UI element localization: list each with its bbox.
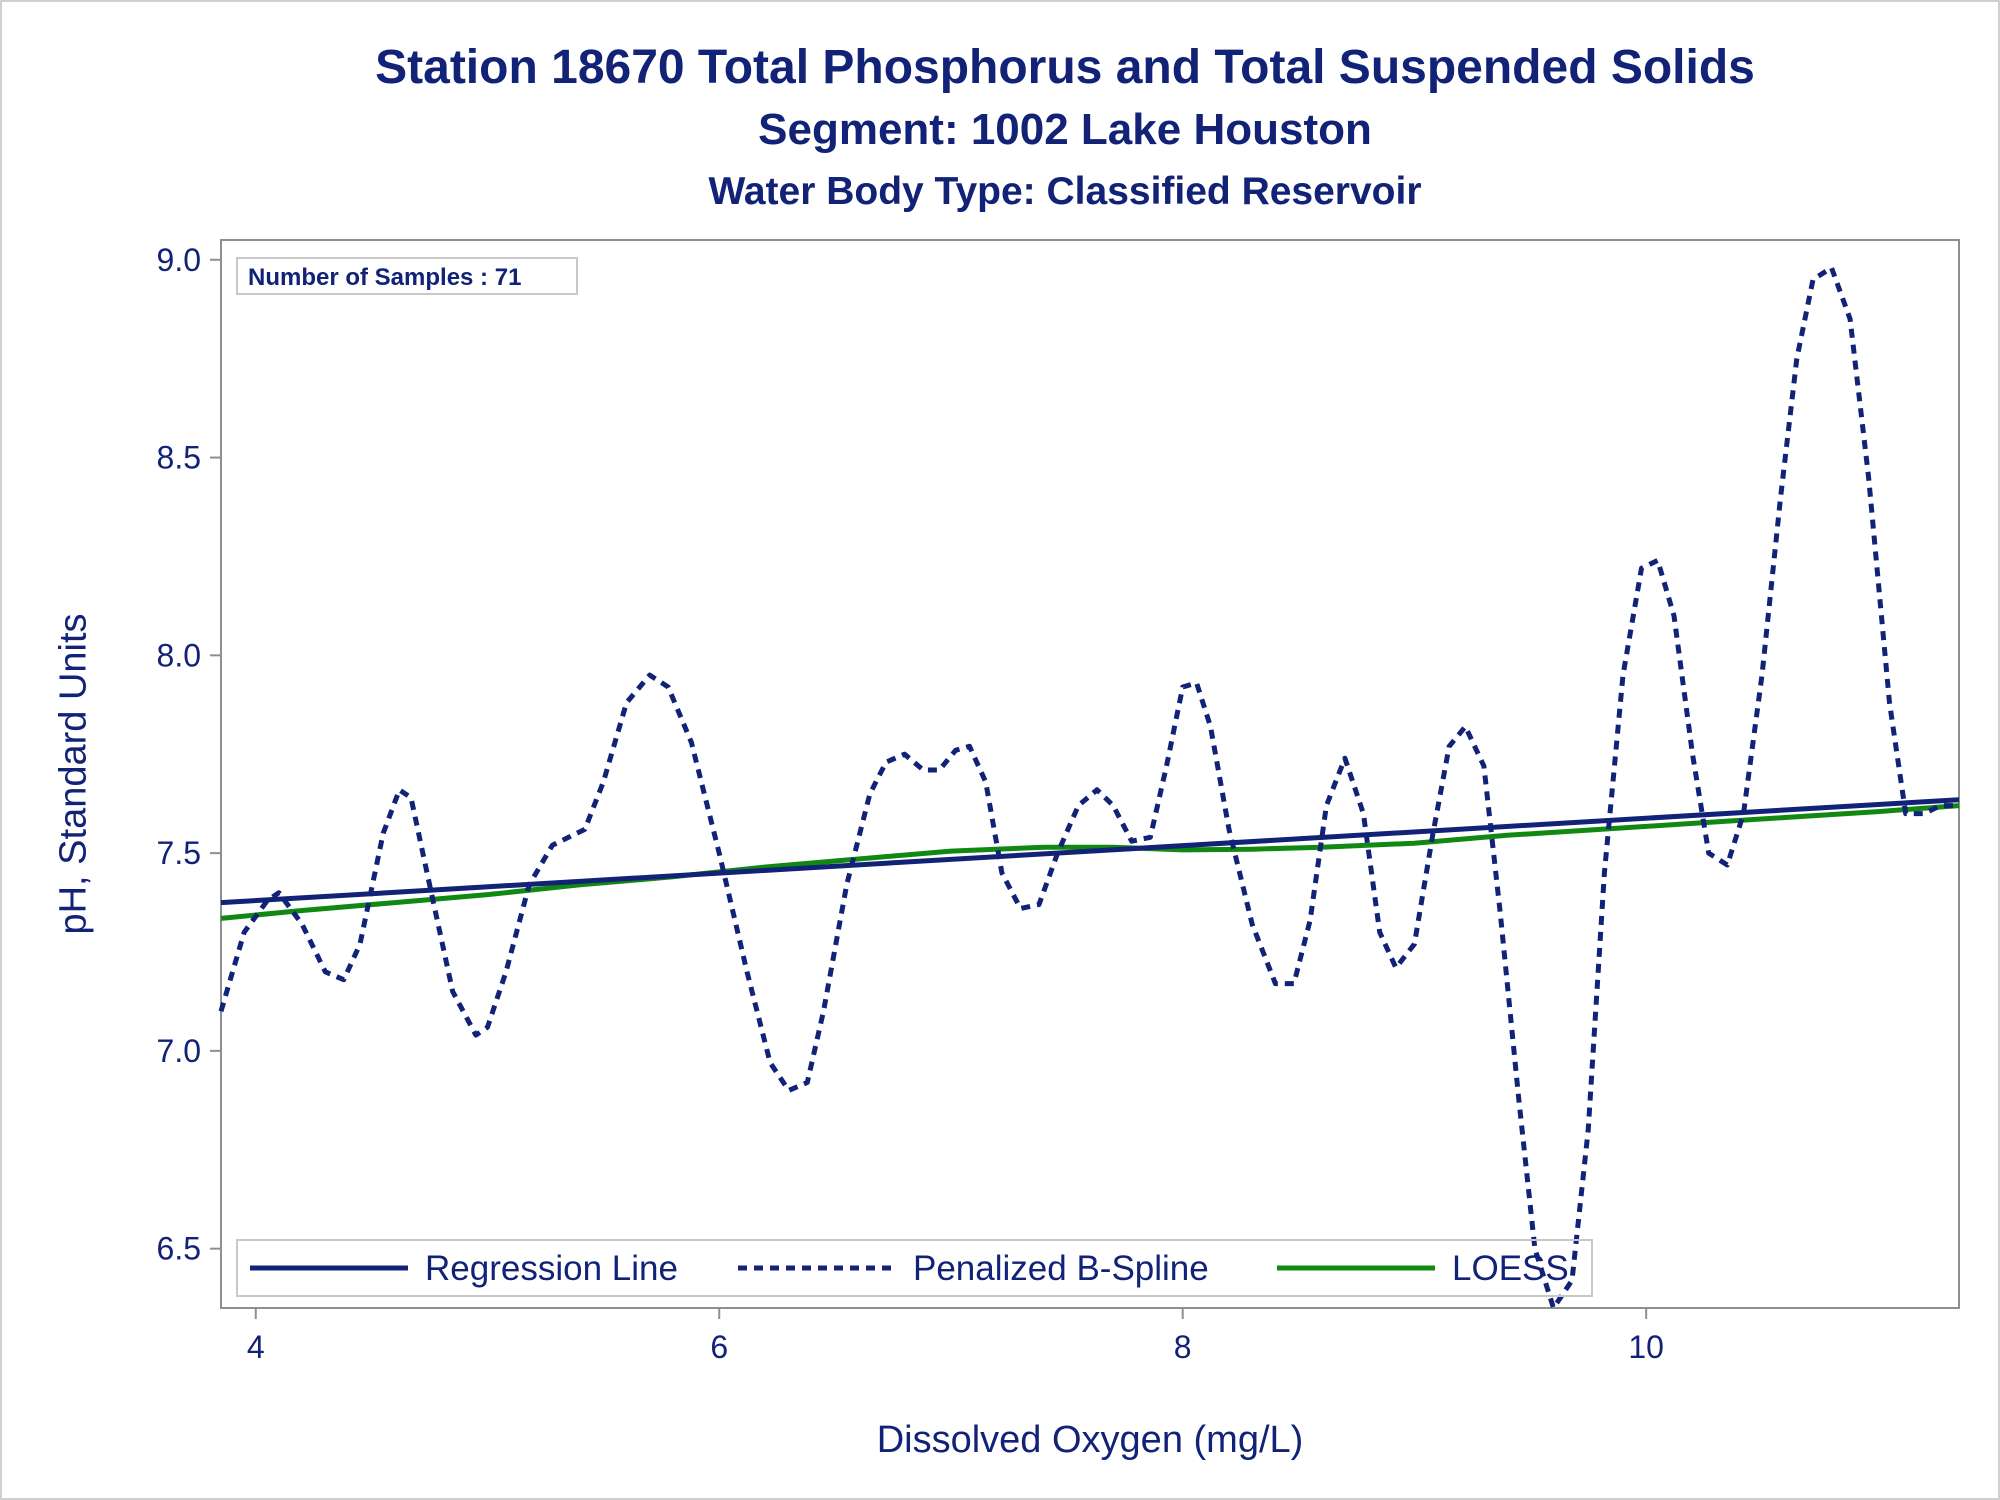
legend-frame: [236, 1239, 1593, 1297]
y-tick-label: 6.5: [157, 1231, 201, 1267]
chart-subtitle-2: Water Body Type: Classified Reservoir: [708, 170, 1422, 213]
chart-title: Station 18670 Total Phosphorus and Total…: [375, 41, 1755, 94]
x-axis-label: Dissolved Oxygen (mg/L): [877, 1419, 1304, 1461]
series-line-regression-line: [220, 797, 1960, 906]
y-tick-label: 8.5: [157, 440, 201, 476]
series-layer: [218, 265, 1960, 1311]
y-tick-label: 7.5: [157, 835, 201, 871]
x-tick-label: 4: [247, 1329, 265, 1365]
y-axis-label: pH, Standard Units: [52, 613, 94, 934]
series-line-loess: [220, 803, 1960, 921]
plot-area: [220, 239, 1960, 1309]
x-tick-label: 10: [1628, 1329, 1664, 1365]
y-tick-label: 9.0: [157, 242, 201, 278]
y-axis: 6.5 7.0 7.5 8.0 8.5 9.0: [157, 242, 221, 1267]
legend: Regression Line Penalized B-Spline LOESS: [236, 1239, 1593, 1297]
sample-count-box: Number of Samples : 71: [236, 257, 578, 295]
chart-subtitle: Segment: 1002 Lake Houston: [758, 105, 1372, 154]
series-line-penalized-b-spline: [218, 265, 1959, 1311]
sample-count-label: Number of Samples : 71: [248, 264, 521, 291]
y-tick-label: 7.0: [157, 1033, 201, 1069]
x-tick-label: 6: [710, 1329, 728, 1365]
x-axis: 4 6 8 10: [247, 1308, 1664, 1365]
legend-label: Penalized B-Spline: [913, 1249, 1209, 1288]
legend-label: Regression Line: [425, 1249, 678, 1288]
legend-label: LOESS: [1452, 1249, 1569, 1288]
y-tick-label: 8.0: [157, 637, 201, 673]
x-tick-label: 8: [1174, 1329, 1192, 1365]
